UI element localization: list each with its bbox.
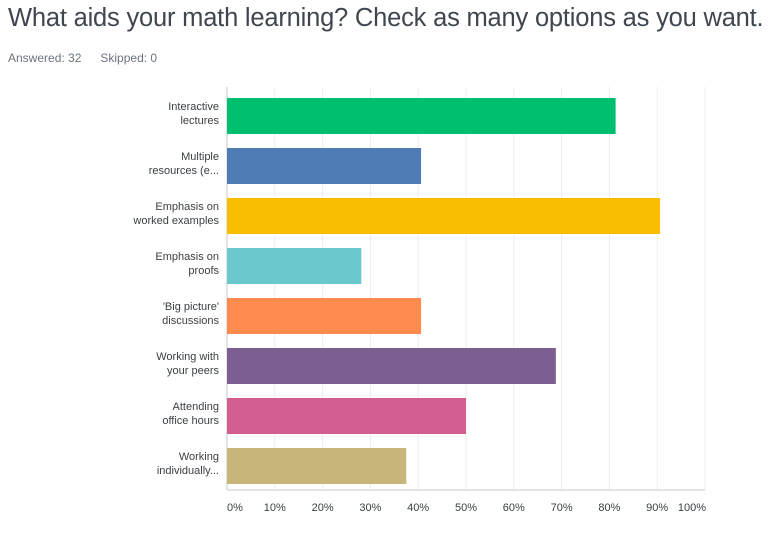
category-label: Working individually...: [157, 451, 219, 477]
category-label: 'Big picture' discussions: [162, 301, 219, 327]
x-tick-label: 40%: [407, 502, 429, 514]
x-tick-label: 0%: [227, 502, 243, 514]
bar: [227, 448, 407, 484]
category-label: Emphasis on worked examples: [132, 201, 219, 227]
bar: [227, 98, 616, 134]
bar: [227, 248, 362, 284]
x-tick-label: 70%: [551, 502, 573, 514]
x-tick-label: 80%: [598, 502, 620, 514]
bar: [227, 198, 661, 234]
x-tick-label: 60%: [503, 502, 525, 514]
x-tick-label: 30%: [359, 502, 381, 514]
bar: [227, 298, 422, 334]
response-stats: Answered: 32 Skipped: 0: [8, 51, 157, 65]
skipped-count: Skipped: 0: [100, 51, 158, 65]
bar: [227, 148, 422, 184]
question-title: What aids your math learning? Check as m…: [8, 4, 764, 32]
category-label: Interactive lectures: [168, 101, 219, 127]
x-tick-label: 100%: [678, 502, 706, 514]
x-tick-label: 90%: [646, 502, 668, 514]
answered-count: Answered: 32: [8, 51, 82, 65]
category-label: Multiple resources (e...: [149, 151, 219, 177]
category-label: Emphasis on proofs: [155, 251, 219, 277]
category-label: Working with your peers: [156, 351, 219, 377]
category-label: Attending office hours: [162, 401, 219, 427]
bar: [227, 398, 466, 434]
x-tick-label: 50%: [455, 502, 477, 514]
x-tick-label: 10%: [264, 502, 286, 514]
x-tick-label: 20%: [312, 502, 334, 514]
bar: [227, 348, 556, 384]
